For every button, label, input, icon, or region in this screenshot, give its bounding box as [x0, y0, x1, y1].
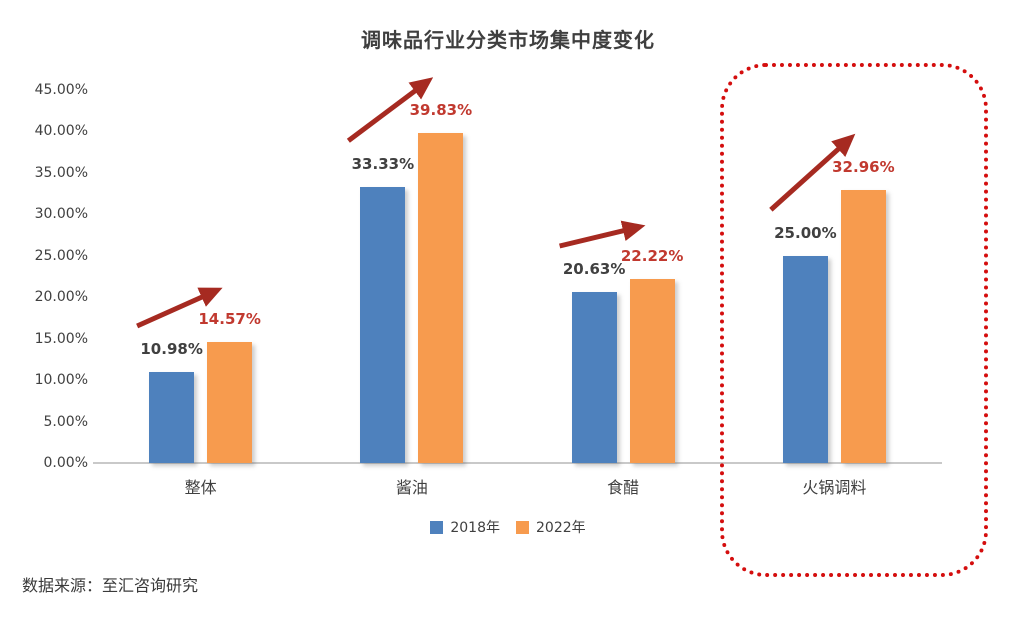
x-axis-line — [93, 462, 942, 464]
bar-value-label: 25.00% — [774, 223, 837, 242]
legend-label: 2018年 — [450, 520, 500, 536]
bar-value-label: 10.98% — [140, 339, 203, 358]
x-axis-category-label: 酱油 — [395, 478, 428, 497]
bar-value-label: 32.96% — [832, 157, 895, 176]
bar-value-label: 39.83% — [409, 100, 473, 119]
bar-2022年 — [418, 132, 464, 463]
y-axis-tick-label: 25.00% — [34, 247, 88, 264]
bar-value-label: 22.22% — [620, 246, 684, 265]
y-axis-tick-label: 35.00% — [34, 164, 88, 181]
y-axis-tick-label: 30.00% — [34, 206, 88, 223]
y-axis-tick-label: 45.00% — [34, 82, 88, 98]
x-axis-category-label: 整体 — [184, 478, 217, 497]
y-axis-tick-label: 5.00% — [43, 413, 88, 430]
y-axis-tick-label: 15.00% — [34, 330, 88, 347]
bar-value-label: 14.57% — [198, 310, 261, 329]
legend-label: 2022年 — [536, 520, 586, 536]
trend-up-arrow — [559, 220, 646, 249]
legend: 2018年 2022年 — [0, 517, 1016, 537]
bar-value-label: 33.33% — [351, 154, 415, 173]
bar-2018年 — [571, 292, 617, 463]
y-axis-tick-label: 20.00% — [34, 289, 88, 306]
legend-item: 2018年 — [430, 517, 500, 537]
bar-2022年 — [840, 189, 886, 463]
bar-value-label: 20.63% — [562, 260, 626, 278]
y-axis-tick-label: 10.00% — [34, 372, 88, 389]
legend-color-swatch — [430, 520, 444, 534]
bar-2018年 — [360, 186, 406, 463]
chart-title: 调味品行业分类市场集中度变化 — [361, 28, 655, 52]
x-axis-category-label: 食醋 — [607, 478, 640, 497]
bar-2018年 — [149, 371, 195, 463]
legend-item: 2022年 — [516, 517, 586, 537]
x-axis-category-label: 火锅调料 — [802, 478, 867, 497]
y-axis-tick-label: 0.00% — [43, 455, 88, 471]
source-note: 数据来源：至汇咨询研究 — [22, 576, 199, 595]
bar-2018年 — [782, 255, 828, 463]
bar-2022年 — [629, 278, 675, 463]
y-axis-tick-label: 40.00% — [34, 123, 88, 140]
legend-color-swatch — [516, 520, 529, 534]
bar-2022年 — [207, 342, 253, 463]
